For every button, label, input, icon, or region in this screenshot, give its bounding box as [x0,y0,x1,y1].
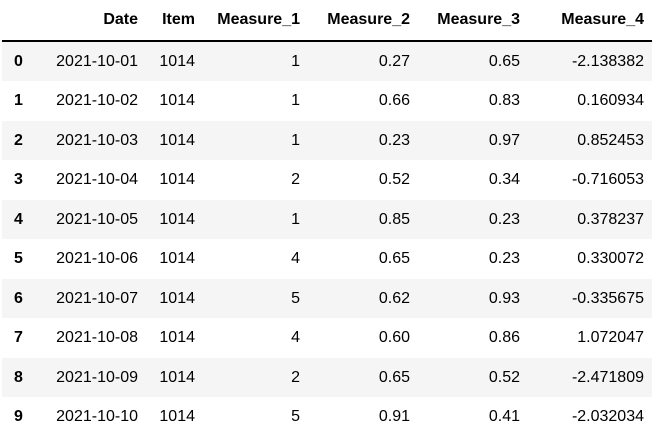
table-row: 0 2021-10-01 1014 1 0.27 0.65 -2.138382 [2,40,652,81]
table-cell: 0.52 [488,368,520,386]
table-row: 5 2021-10-06 1014 4 0.65 0.23 0.330072 [2,239,652,279]
table-cell: 1014 [159,131,195,149]
row-index: 0 [14,52,23,70]
table-cell: 1014 [159,329,195,346]
table-cell: 1014 [159,368,195,386]
header-row: Date Item Measure_1 Measure_2 Measure_3 Measu… [2,0,652,42]
row-index: 2 [14,131,23,149]
row-index: 1 [14,92,23,109]
row-index: 7 [14,329,23,346]
table-cell: 1 [291,210,300,228]
table-cell: 2021-10-02 [56,92,138,109]
table-cell: 2021-10-07 [56,289,138,307]
table-cell: 0.23 [488,250,520,267]
table-cell: 0.65 [378,368,410,386]
table-cell: 2021-10-08 [56,329,138,346]
table-cell: 1014 [159,52,195,70]
table-cell: 2021-10-04 [56,171,138,188]
column-header: Item [146,0,203,42]
table-row: 8 2021-10-09 1014 2 0.65 0.52 -2.471809 [2,357,652,397]
table-cell: 0.378237 [577,210,644,228]
table-cell: 0.60 [378,329,410,346]
column-header: Measure_1 [203,0,308,42]
index-column-header [2,0,34,42]
table-cell: -2.471809 [571,368,644,386]
table-cell: 1014 [159,408,195,425]
table-cell: 4 [291,250,300,267]
table-cell: -2.032034 [571,408,644,425]
table-cell: 0.23 [378,131,410,149]
table-cell: 2 [291,368,300,386]
table-cell: 1014 [159,250,195,267]
table-cell: 0.65 [488,52,520,70]
table-cell: 0.85 [378,210,410,228]
table-cell: 0.65 [378,250,410,267]
row-index: 9 [14,408,23,425]
row-index: 5 [14,250,23,267]
table-cell: 1014 [159,92,195,109]
table-cell: 0.41 [488,408,520,425]
row-index: 6 [14,289,23,307]
table-cell: 0.160934 [577,92,644,109]
table-cell: -2.138382 [571,52,644,70]
table-row: 7 2021-10-08 1014 4 0.60 0.86 1.072047 [2,318,652,358]
row-index: 4 [14,210,23,228]
table-cell: 1.072047 [577,329,644,346]
table-row: 6 2021-10-07 1014 5 0.62 0.93 -0.335675 [2,278,652,318]
table-cell: 1014 [159,289,195,307]
column-header: Date [34,0,146,42]
table-cell: 0.66 [378,92,410,109]
table-cell: 1014 [159,210,195,228]
table-row: 4 2021-10-05 1014 1 0.85 0.23 0.378237 [2,199,652,239]
table-cell: -0.335675 [571,289,644,307]
table-cell: 0.62 [378,289,410,307]
table-cell: 0.97 [488,131,520,149]
table-cell: 1014 [159,171,195,188]
table-cell: 2021-10-05 [56,210,138,228]
column-header: Measure_3 [418,0,528,42]
table-cell: 0.93 [488,289,520,307]
table-cell: 0.86 [488,329,520,346]
table-cell: 2021-10-01 [56,52,138,70]
table-cell: 0.330072 [577,250,644,267]
table-cell: 2 [291,171,300,188]
table-cell: 1 [291,92,300,109]
table-cell: 0.27 [378,52,410,70]
table-row: 9 2021-10-10 1014 5 0.91 0.41 -2.032034 [2,397,652,437]
table-cell: 2021-10-06 [56,250,138,267]
row-index: 8 [14,368,23,386]
table-cell: 4 [291,329,300,346]
table-cell: 1 [291,52,300,70]
table-cell: 5 [291,289,300,307]
table-cell: 0.34 [488,171,520,188]
table-cell: 0.52 [378,171,410,188]
column-header: Measure_4 [528,0,652,42]
table-row: 3 2021-10-04 1014 2 0.52 0.34 -0.716053 [2,160,652,200]
table-cell: 1 [291,131,300,149]
table-cell: 0.91 [378,408,410,425]
table-header: Date Item Measure_1 Measure_2 Measure_3 Measu… [2,0,652,42]
table-cell: 0.83 [488,92,520,109]
table-cell: 0.852453 [577,131,644,149]
column-header: Measure_2 [308,0,418,42]
table-body: 0 2021-10-01 1014 1 0.27 0.65 -2.138382 1 2021-1… [2,40,652,437]
table-row: 2 2021-10-03 1014 1 0.23 0.97 0.852453 [2,120,652,160]
table-cell: 5 [291,408,300,425]
row-index: 3 [14,171,23,188]
table-cell: -0.716053 [571,171,644,188]
table-cell: 2021-10-10 [56,408,138,425]
table-row: 1 2021-10-02 1014 1 0.66 0.83 0.160934 [2,81,652,121]
table-cell: 2021-10-09 [56,368,138,386]
table-cell: 0.23 [488,210,520,228]
table-cell: 2021-10-03 [56,131,138,149]
